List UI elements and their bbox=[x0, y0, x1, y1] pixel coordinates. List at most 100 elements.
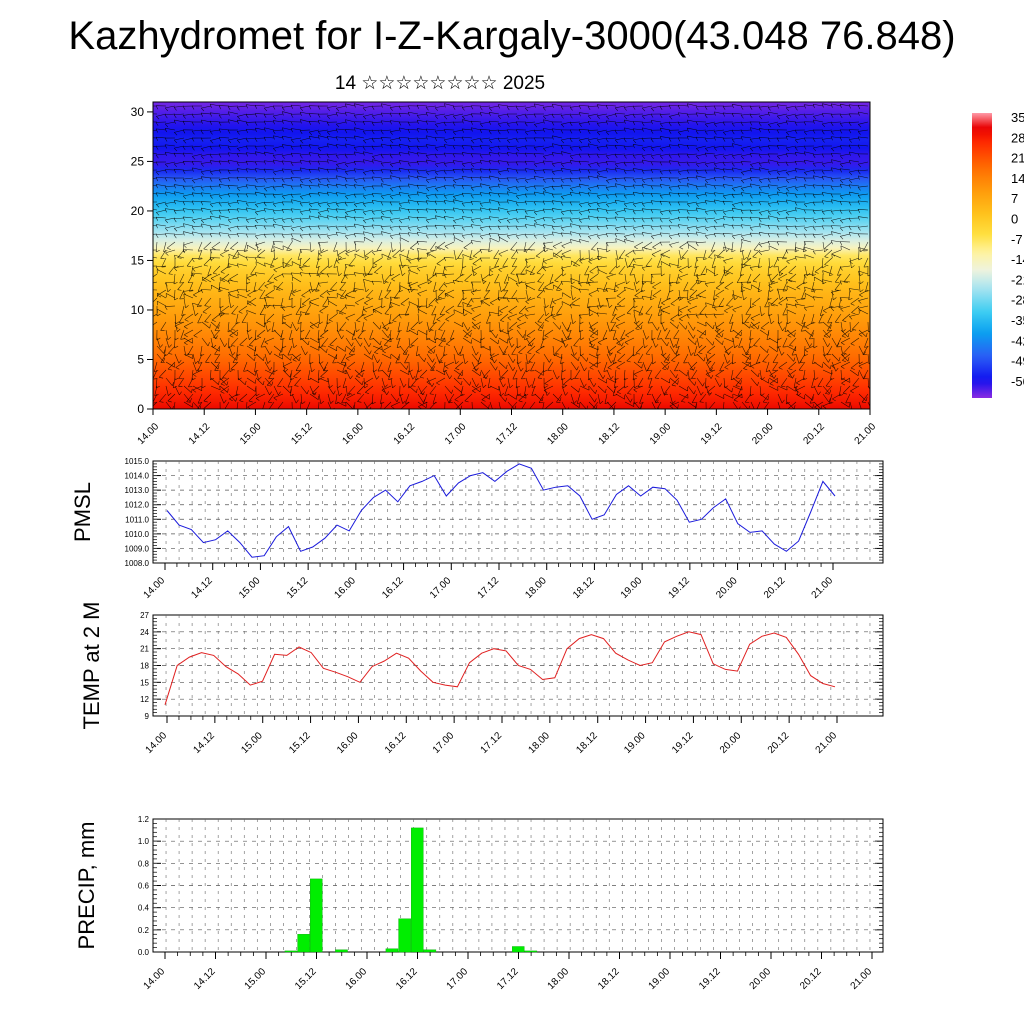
wind-barb bbox=[309, 215, 320, 219]
wind-barb-flag bbox=[794, 152, 797, 157]
wind-barb-flag bbox=[627, 264, 631, 268]
wind-barb bbox=[345, 169, 356, 172]
wind-barb-flag bbox=[398, 226, 402, 231]
wind-barb-flag bbox=[551, 163, 555, 167]
wind-barb bbox=[714, 209, 725, 212]
wind-barb bbox=[153, 177, 158, 179]
wind-barb-flag bbox=[560, 184, 563, 189]
wind-barb bbox=[750, 209, 761, 211]
wind-barb bbox=[192, 177, 203, 181]
wind-barb-flag bbox=[749, 121, 753, 126]
wind-barb-flag bbox=[510, 273, 515, 275]
wind-barb bbox=[320, 329, 329, 337]
wind-barb-flag bbox=[515, 152, 518, 157]
wind-barb-flag bbox=[561, 245, 566, 249]
wind-barb bbox=[291, 225, 302, 229]
wind-barb-flag bbox=[155, 234, 159, 239]
wind-barb bbox=[426, 321, 430, 332]
wind-barb bbox=[264, 208, 275, 211]
wind-barb bbox=[435, 193, 446, 196]
wind-barb-flag bbox=[239, 344, 244, 347]
wind-barb-flag bbox=[257, 336, 262, 338]
wind-barb bbox=[766, 329, 770, 340]
wind-barb bbox=[669, 104, 680, 107]
wind-barb-flag bbox=[479, 203, 483, 207]
wind-barb-flag bbox=[245, 233, 249, 238]
wind-barb bbox=[606, 201, 617, 205]
wind-barb bbox=[498, 289, 500, 300]
wind-barb-flag bbox=[426, 187, 430, 192]
wind-barb-flag bbox=[857, 153, 861, 158]
wind-barb-flag bbox=[549, 306, 554, 308]
wind-barb-flag bbox=[625, 334, 630, 338]
wind-barb-flag bbox=[659, 177, 663, 181]
wind-barb bbox=[864, 337, 869, 348]
wind-barb-flag bbox=[803, 218, 807, 223]
wind-barb bbox=[417, 104, 428, 107]
wind-barb bbox=[336, 128, 347, 131]
wind-barb bbox=[767, 265, 770, 276]
wind-barb bbox=[858, 144, 869, 147]
wind-barb-flag bbox=[839, 168, 842, 173]
wind-barb-flag bbox=[805, 326, 809, 330]
wind-barb bbox=[813, 209, 824, 211]
wind-barb-flag bbox=[453, 115, 457, 120]
wind-barb bbox=[786, 169, 797, 173]
wind-barb bbox=[390, 144, 401, 147]
wind-barb bbox=[426, 128, 437, 131]
wind-barb bbox=[426, 112, 437, 115]
wind-barb bbox=[432, 265, 437, 276]
wind-barb-flag bbox=[173, 107, 177, 111]
wind-barb bbox=[813, 161, 824, 164]
wind-barb-flag bbox=[750, 127, 752, 132]
wind-barb-flag bbox=[209, 104, 212, 108]
wind-barb bbox=[804, 129, 815, 132]
wind-barb-flag bbox=[614, 107, 618, 112]
wind-barb-flag bbox=[586, 282, 591, 284]
wind-barb-flag bbox=[632, 298, 636, 303]
wind-barb bbox=[597, 225, 608, 227]
wind-barb-flag bbox=[794, 303, 797, 308]
wind-barb-flag bbox=[715, 335, 720, 338]
wind-barb-flag bbox=[254, 105, 258, 109]
wind-barb-flag bbox=[785, 120, 788, 125]
wind-barb-flag bbox=[470, 146, 474, 151]
wind-barb bbox=[336, 216, 347, 219]
wind-barb-flag bbox=[479, 257, 483, 262]
wind-barb-flag bbox=[173, 153, 177, 157]
wind-barb bbox=[561, 177, 572, 180]
wind-barb-flag bbox=[588, 261, 592, 265]
wind-barb bbox=[201, 129, 212, 132]
wind-barb bbox=[591, 241, 599, 250]
wind-barb-flag bbox=[641, 208, 644, 213]
wind-barb bbox=[725, 265, 734, 273]
wind-barb bbox=[543, 265, 554, 269]
wind-barb-flag bbox=[471, 140, 475, 144]
wind-barb bbox=[399, 192, 410, 195]
wind-barb bbox=[166, 241, 176, 249]
wind-barb bbox=[741, 286, 752, 291]
wind-barb bbox=[427, 252, 437, 259]
wind-barb bbox=[381, 253, 392, 259]
wind-barb-flag bbox=[673, 344, 677, 348]
wind-barb bbox=[616, 289, 626, 297]
wind-barb bbox=[788, 265, 797, 273]
wind-barb-flag bbox=[695, 137, 699, 141]
wind-barb-flag bbox=[272, 130, 276, 135]
wind-barb-flag bbox=[803, 241, 807, 246]
wind-barb-flag bbox=[632, 184, 635, 189]
wind-barb-flag bbox=[633, 305, 638, 309]
wind-barb bbox=[687, 153, 698, 156]
wind-barb bbox=[705, 321, 714, 330]
wind-barb-flag bbox=[569, 155, 574, 160]
wind-barb bbox=[435, 113, 446, 116]
wind-barb-flag bbox=[506, 123, 510, 127]
wind-barb bbox=[390, 225, 401, 228]
wind-barb bbox=[777, 200, 788, 203]
wind-barb-flag bbox=[407, 282, 412, 285]
wind-barb-flag bbox=[211, 247, 216, 250]
wind-barb-flag bbox=[183, 195, 187, 200]
wind-barb-flag bbox=[219, 305, 224, 309]
wind-barb-flag bbox=[237, 116, 241, 120]
wind-barb bbox=[804, 113, 815, 116]
